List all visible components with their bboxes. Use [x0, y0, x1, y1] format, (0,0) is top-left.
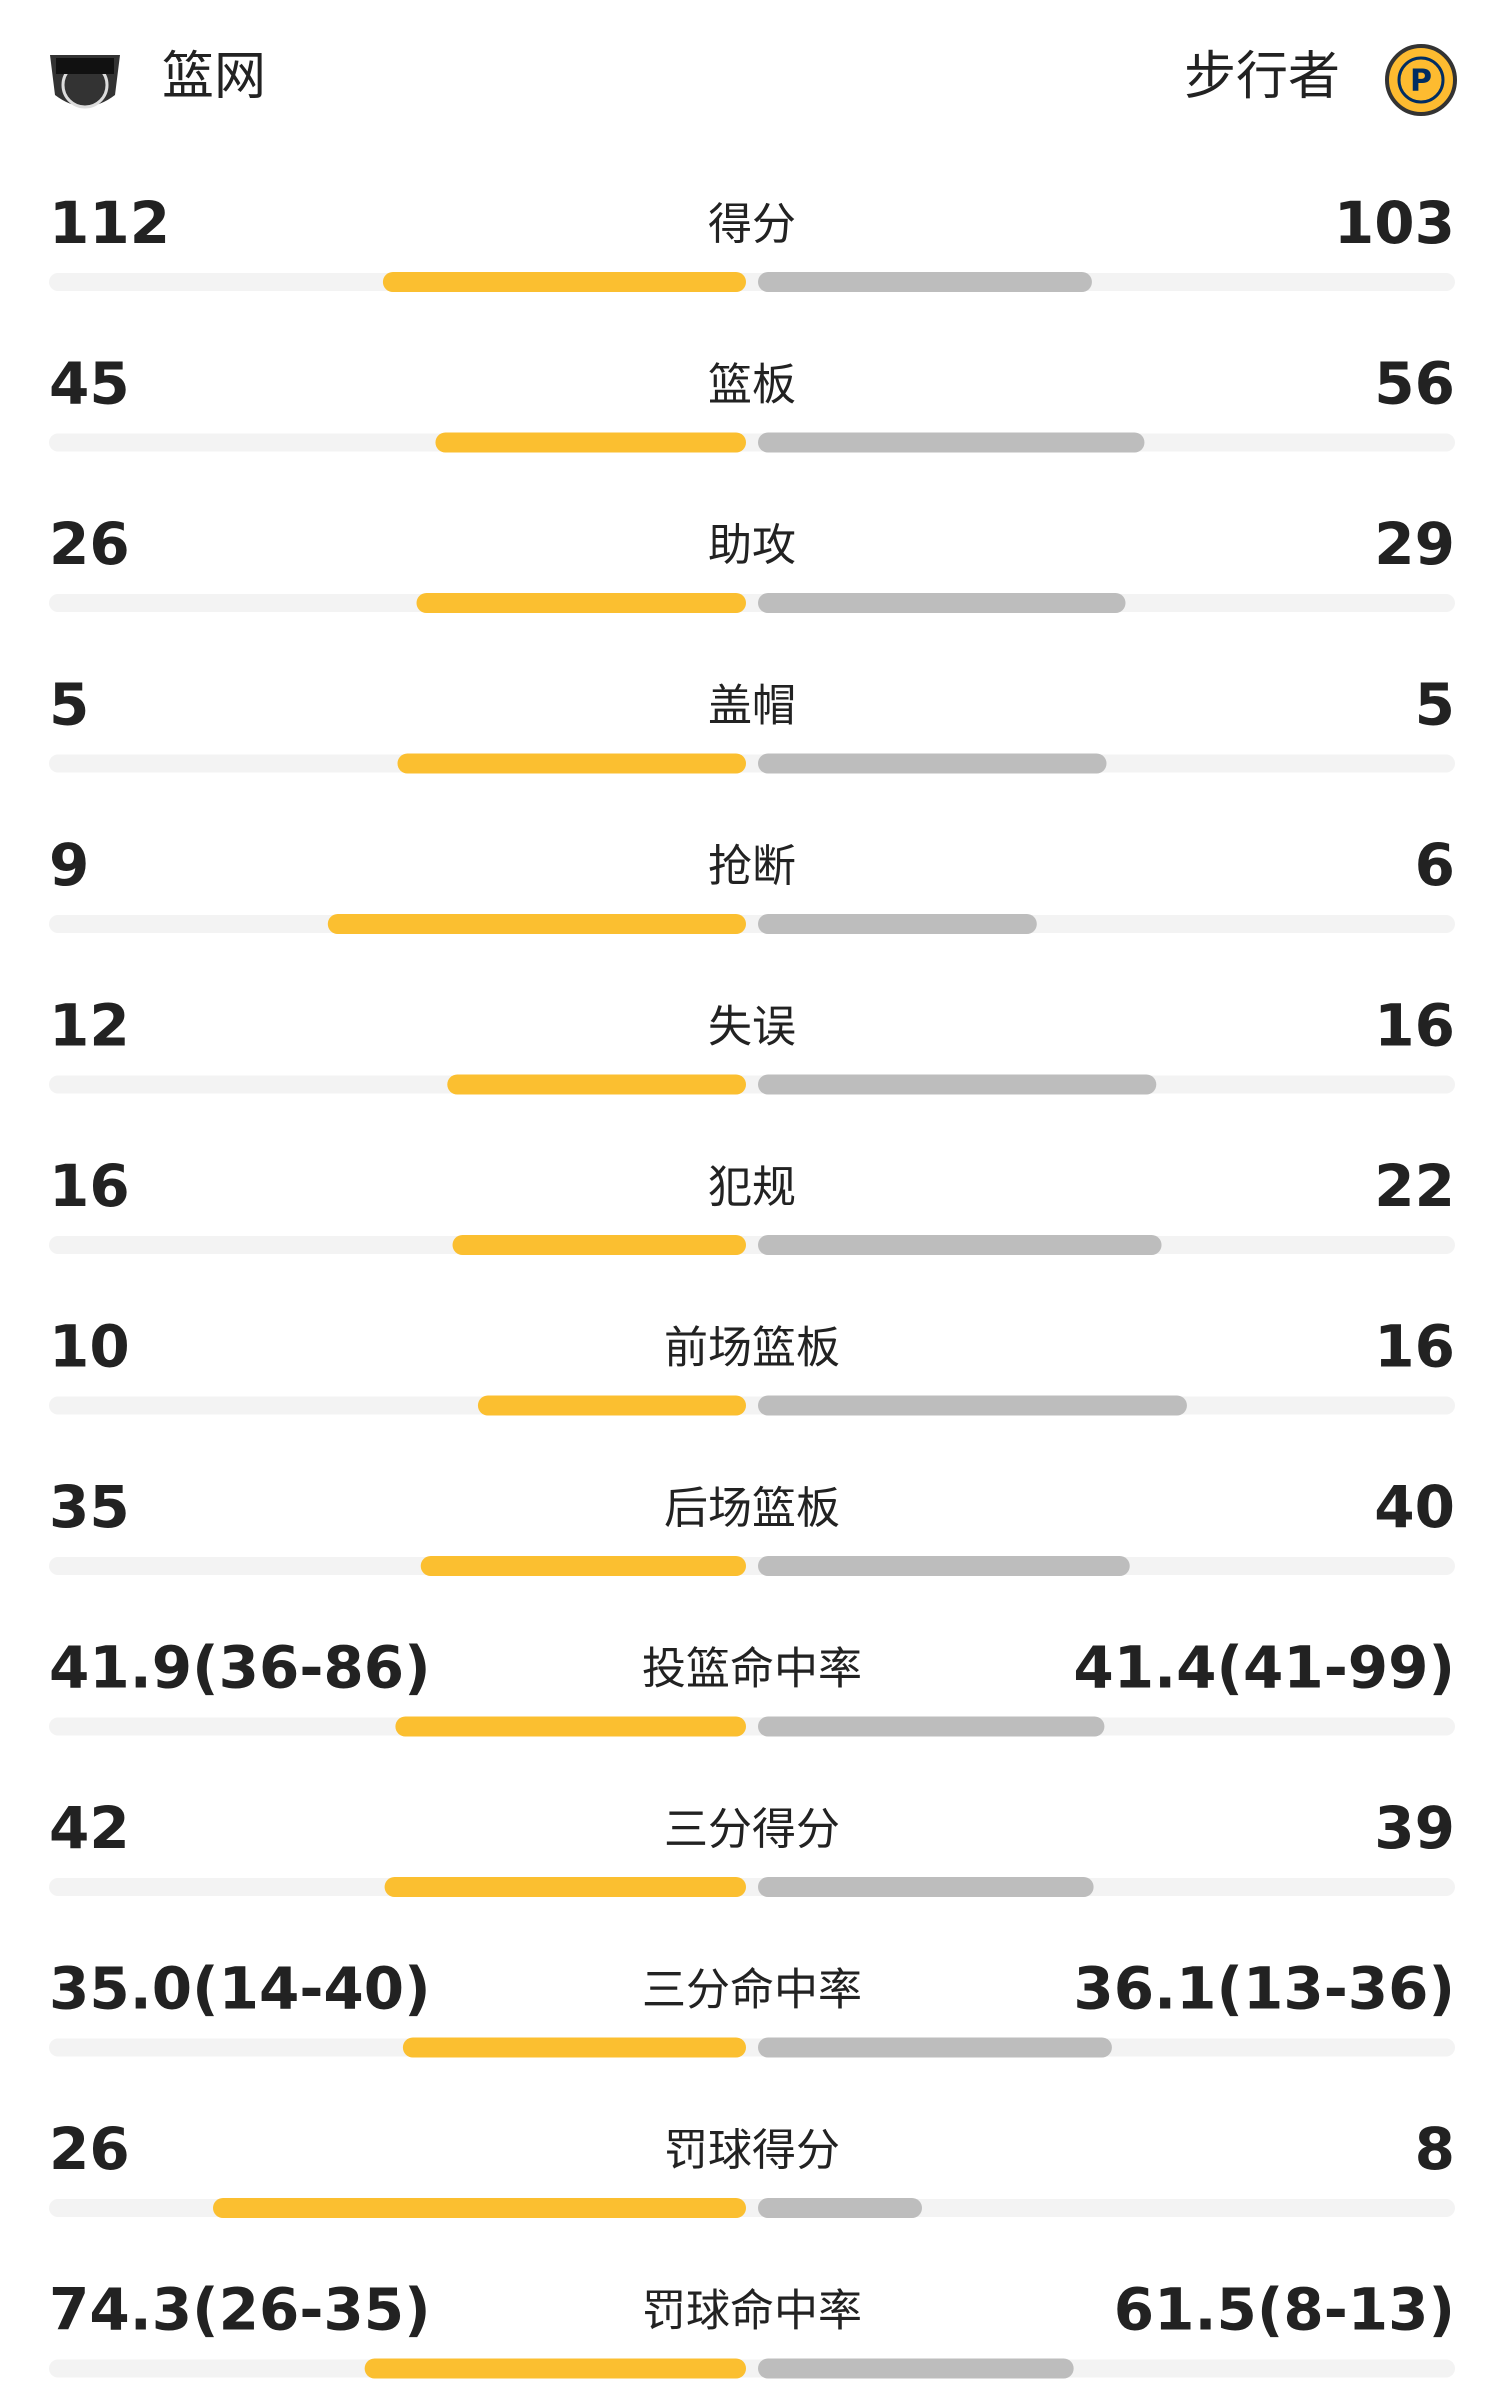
bar-track: [49, 1878, 1455, 1896]
away-value: 29: [1374, 510, 1455, 578]
home-bar: [397, 753, 746, 774]
home-bar: [447, 1074, 746, 1095]
home-value: 45: [49, 350, 130, 418]
bar-track: [49, 433, 1455, 452]
away-bar: [758, 2198, 922, 2218]
bar-track: [49, 273, 1455, 291]
away-value: 39: [1374, 1794, 1455, 1862]
away-value: 16: [1374, 1313, 1455, 1381]
home-value: 112: [49, 189, 170, 257]
away-team-name: 步行者: [1184, 47, 1340, 107]
home-value: 5: [49, 671, 89, 739]
away-value: 61.5(8-13): [1114, 2276, 1455, 2344]
away-value: 56: [1374, 350, 1455, 418]
away-bar: [758, 1235, 1162, 1255]
away-value: 6: [1415, 831, 1455, 899]
away-value: 16: [1374, 992, 1455, 1060]
away-bar: [758, 753, 1107, 774]
away-bar: [758, 432, 1145, 453]
home-team-name: 篮网: [162, 47, 266, 107]
away-bar: [758, 1074, 1157, 1095]
stat-label: 罚球命中率: [642, 2286, 862, 2337]
home-logo: [50, 55, 120, 109]
stat-label: 篮板: [708, 360, 796, 411]
away-bar: [758, 1395, 1187, 1416]
home-value: 42: [49, 1794, 130, 1862]
stat-label: 后场篮板: [664, 1483, 840, 1534]
home-value: 10: [49, 1313, 130, 1381]
home-value: 35: [49, 1473, 130, 1541]
stat-label: 助攻: [708, 520, 796, 571]
home-bar: [395, 1716, 746, 1737]
home-bar: [452, 1235, 746, 1255]
away-bar: [758, 1877, 1094, 1897]
bar-track: [49, 2359, 1455, 2378]
bar-track: [49, 915, 1455, 933]
away-value: 22: [1374, 1152, 1455, 1220]
away-bar: [758, 593, 1126, 613]
home-bar: [384, 1877, 746, 1897]
home-bar: [420, 1556, 746, 1576]
home-value: 41.9(36-86): [49, 1634, 431, 1702]
away-bar: [758, 272, 1092, 292]
stat-label: 三分命中率: [642, 1965, 862, 2016]
away-value: 103: [1334, 189, 1455, 257]
bar-track: [49, 2038, 1455, 2057]
home-value: 35.0(14-40): [49, 1955, 431, 2023]
stat-label: 失误: [708, 1002, 796, 1053]
home-bar: [435, 432, 746, 453]
home-value: 12: [49, 992, 130, 1060]
stat-label: 三分得分: [664, 1804, 840, 1855]
away-logo: P: [1385, 44, 1457, 116]
away-value: 8: [1415, 2115, 1455, 2183]
svg-text:P: P: [1410, 64, 1432, 99]
away-value: 40: [1374, 1473, 1455, 1541]
stat-label: 盖帽: [708, 681, 796, 732]
home-bar: [416, 593, 746, 613]
home-value: 16: [49, 1152, 130, 1220]
bar-track: [49, 1396, 1455, 1415]
bar-track: [49, 1075, 1455, 1094]
stat-label: 投篮命中率: [642, 1644, 862, 1695]
away-bar: [758, 2037, 1112, 2058]
away-bar: [758, 2358, 1074, 2379]
away-value: 5: [1415, 671, 1455, 739]
bar-track: [49, 1557, 1455, 1575]
away-value: 36.1(13-36): [1073, 1955, 1455, 2023]
away-bar: [758, 914, 1037, 934]
stat-label: 前场篮板: [664, 1323, 840, 1374]
bar-track: [49, 1717, 1455, 1736]
home-value: 74.3(26-35): [49, 2276, 431, 2344]
bar-track: [49, 1236, 1455, 1254]
home-bar: [402, 2037, 746, 2058]
home-bar: [364, 2358, 746, 2379]
stat-label: 犯规: [708, 1162, 796, 1213]
home-bar: [382, 272, 746, 292]
home-bar: [327, 914, 746, 934]
home-value: 26: [49, 510, 130, 578]
home-value: 26: [49, 2115, 130, 2183]
home-bar: [477, 1395, 746, 1416]
home-value: 9: [49, 831, 89, 899]
bar-track: [49, 754, 1455, 773]
home-bar: [213, 2198, 746, 2218]
away-bar: [758, 1556, 1130, 1576]
stat-label: 罚球得分: [664, 2125, 840, 2176]
bar-track: [49, 594, 1455, 612]
away-value: 41.4(41-99): [1073, 1634, 1455, 1702]
stat-label: 得分: [708, 199, 796, 250]
away-bar: [758, 1716, 1105, 1737]
stat-label: 抢断: [708, 841, 796, 892]
